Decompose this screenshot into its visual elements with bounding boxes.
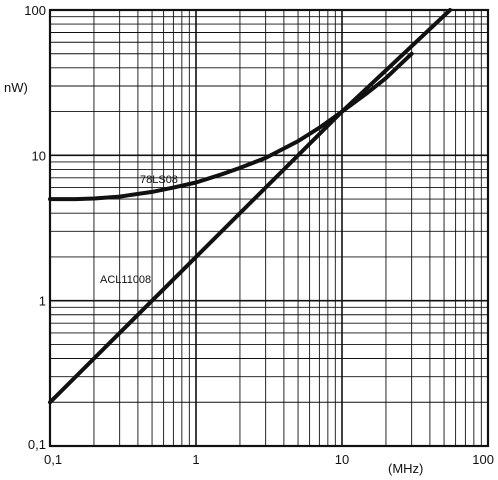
series-label-acl11008: ACL11008: [100, 274, 151, 286]
plot-frame: [48, 8, 490, 448]
grid: [49, 9, 489, 447]
y-tick-label: 10: [32, 148, 46, 163]
y-tick-label: 0,1: [28, 437, 46, 452]
series-layer: [48, 8, 453, 405]
x-axis-unit: (MHz): [388, 461, 423, 476]
y-tick-label: 1: [39, 294, 46, 309]
x-tick-label: 100: [472, 452, 494, 467]
series-line-acl11008: [48, 8, 453, 405]
x-tick-label: 10: [335, 452, 349, 467]
x-tick-label: 0,1: [44, 452, 62, 467]
series-line-78ls08: [48, 51, 414, 202]
tick-labels: 0,1 1 10 100 0,1 1 10 100: [24, 3, 494, 467]
x-tick-label: 1: [192, 452, 199, 467]
y-axis-unit: nW): [4, 80, 28, 95]
y-tick-label: 100: [24, 3, 46, 18]
series-label-78ls08: 78LS08: [140, 174, 178, 186]
